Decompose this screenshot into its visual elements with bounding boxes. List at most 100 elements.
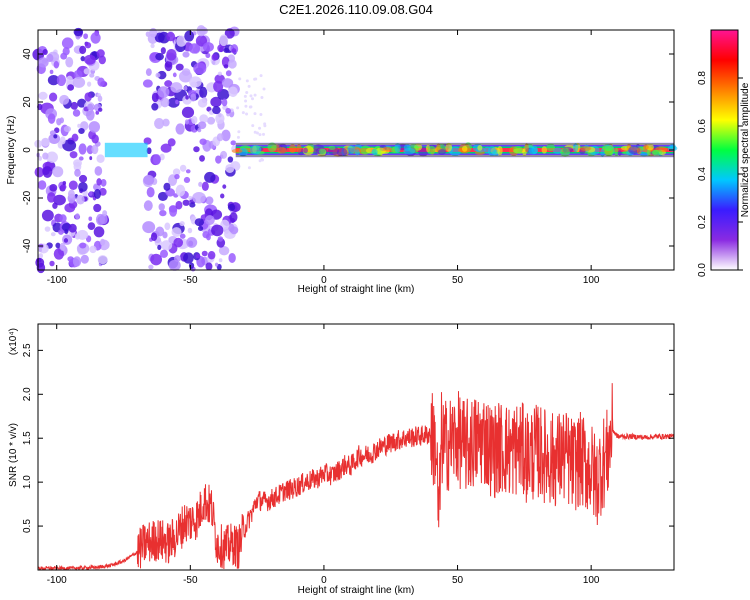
spectrogram-noise-blob (158, 203, 165, 211)
spectrogram-noise-blob (76, 229, 89, 240)
spectrogram-noise-blob (49, 184, 58, 192)
spectrogram-band-blob (643, 144, 649, 150)
spectrogram-noise-blob (80, 56, 86, 62)
spectrogram-noise-blob (185, 169, 191, 174)
spectrogram-noise-blob (69, 151, 78, 159)
spectrogram-noise-blob (160, 143, 172, 153)
spectrogram-band-blob (572, 143, 579, 153)
spectrogram-noise-blob (146, 147, 152, 155)
spectrogram-y-tick-label: 0 (22, 147, 33, 153)
spectrogram-noise-blob (93, 203, 102, 213)
spectrogram-noise-blob (216, 133, 224, 142)
spectrogram-noise-blob (84, 54, 96, 65)
spectrogram-noise-blob (221, 78, 234, 88)
spectrogram-noise-blob (78, 156, 84, 161)
spectrogram-noise-blob (172, 72, 177, 78)
spectrogram-noise-dot (249, 105, 253, 109)
spectrogram-noise-blob (185, 95, 189, 100)
spectrogram-band-blob (303, 147, 308, 154)
spectrogram-noise-blob (202, 231, 210, 239)
spectrogram-noise-blob (199, 114, 209, 124)
spectrogram-noise-blob (73, 27, 84, 37)
spectrogram-noise-blob (55, 242, 61, 249)
spectrogram-noise-blob (49, 260, 55, 267)
spectrogram-band-blob (524, 142, 529, 153)
spectrogram-noise-blob (42, 49, 48, 55)
snr-x-tick-label: 50 (452, 575, 464, 586)
spectrogram-noise-blob (164, 222, 171, 231)
spectrogram-noise-blob (91, 134, 99, 144)
spectrogram-noise-blob (34, 166, 45, 178)
spectrogram-noise-blob (221, 129, 231, 142)
spectrogram-y-ticks: 40 20 0 -20 -40 (22, 48, 674, 253)
snr-scale-label: (x10⁴) (8, 328, 19, 355)
spectrogram-noise-blob (79, 242, 87, 249)
spectrogram-noise-blob (96, 178, 102, 186)
colorbar-tick-label: 0.2 (697, 215, 708, 229)
spectrogram-noise-blob (160, 249, 169, 258)
spectrogram-noise-dot (251, 124, 255, 128)
spectrogram-noise-blob (223, 47, 230, 54)
spectrogram-noise-blob (224, 28, 235, 39)
spectrogram-noise-blob (227, 59, 237, 69)
snr-y-label: SNR (10 * v/v) (8, 423, 19, 487)
spectrogram-noise-dot (237, 130, 241, 134)
spectrogram-band-blob (267, 142, 277, 152)
spectrogram-band-blob (651, 149, 663, 156)
spectrogram-noise-blob (47, 113, 56, 124)
spectrogram-noise-blob (38, 91, 48, 100)
spectrogram-noise-dot (261, 158, 265, 162)
spectrogram-band-blob (328, 145, 336, 151)
spectrogram-y-tick-label: 20 (22, 96, 33, 108)
spectrogram-noise-blob (66, 75, 74, 86)
spectrogram-noise-blob (53, 134, 58, 139)
spectrogram-noise-blob (46, 53, 54, 63)
spectrogram-noise-dot (260, 96, 264, 100)
spectrogram-noise-blob (150, 232, 158, 242)
snr-series-line (37, 383, 675, 572)
spectrogram-noise-blob (160, 97, 170, 108)
spectrogram-noise-blob (155, 52, 164, 61)
spectrogram-gap-signal (104, 142, 148, 158)
spectrogram-noise-blob (53, 61, 60, 69)
spectrogram-noise-blob (46, 151, 58, 163)
spectrogram-noise-blob (205, 262, 213, 271)
spectrogram-noise-blob (168, 259, 181, 271)
spectrogram-noise-blob (192, 191, 206, 204)
spectrogram-noise-blob (228, 252, 236, 263)
colorbar: 0.0 0.2 0.4 0.6 0.8 Normalized spectral ampl… (697, 29, 750, 277)
colorbar-tick-label: 0.0 (697, 263, 708, 277)
spectrogram-noise-blob (80, 254, 89, 264)
spectrogram-noise-blob (183, 176, 191, 184)
spectrogram-noise-blob (88, 121, 101, 133)
spectrogram-band-blob (603, 148, 614, 157)
spectrogram-noise-blob (188, 43, 201, 54)
spectrogram-noise-blob (157, 244, 162, 251)
spectrogram-noise-blob (211, 60, 216, 65)
spectrogram-noise-dot (254, 77, 258, 81)
spectrogram-band-blob (552, 147, 563, 154)
snr-x-label: Height of straight line (km) (298, 585, 415, 596)
spectrogram-noise-blob (99, 238, 106, 246)
spectrogram-noise-blob (85, 108, 95, 121)
spectrogram-noise-blob (75, 213, 80, 220)
spectrogram-noise-blob (73, 159, 82, 167)
spectrogram-noise-blob (163, 182, 171, 191)
spectrogram-noise-blob (215, 113, 225, 125)
spectrogram-noise-blob (74, 168, 81, 177)
spectrogram-band-blob (336, 148, 348, 157)
spectrogram-band-blob (600, 148, 605, 157)
snr-x-tick-label: -50 (183, 575, 198, 586)
spectrogram-noise-blob (195, 254, 201, 259)
spectrogram-noise-blob (218, 258, 223, 263)
spectrogram-noise-blob (41, 209, 54, 222)
spectrogram-band-blob (382, 146, 392, 151)
spectrogram-noise-blob (219, 34, 229, 47)
spectrogram-noise-blob (225, 70, 232, 77)
spectrogram-noise-dot (259, 113, 263, 117)
spectrogram-noise-blob (97, 255, 108, 265)
spectrogram-noise-blob (195, 35, 208, 47)
spectrogram-noise-blob (157, 70, 167, 80)
spectrogram-noise-dot (259, 74, 263, 78)
spectrogram-noise-blob (225, 107, 231, 114)
